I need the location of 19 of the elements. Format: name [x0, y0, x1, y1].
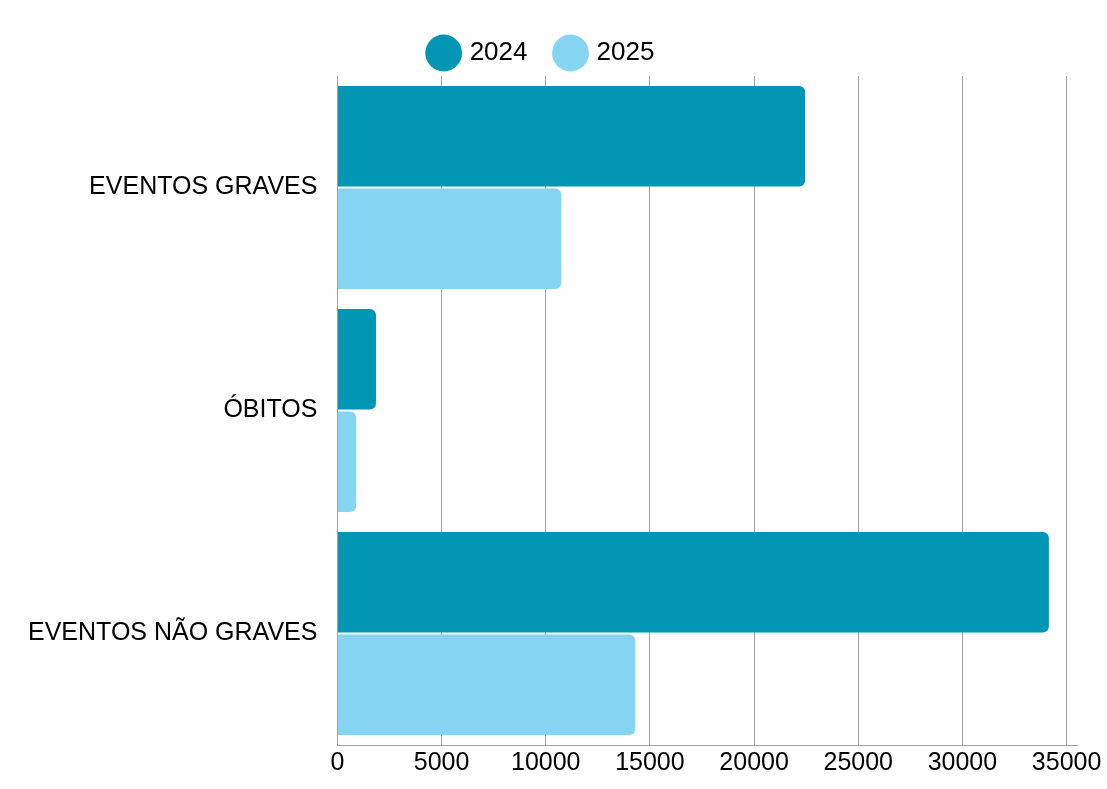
x-tick-label: 20000 — [719, 746, 789, 775]
legend-label: 2025 — [596, 36, 655, 67]
legend-label: 2024 — [469, 36, 528, 67]
y-tick-label: ÓBITOS — [223, 394, 318, 423]
x-tick-label: 15000 — [615, 746, 685, 775]
x-tick-label: 0 — [330, 746, 345, 775]
x-tick-label: 25000 — [823, 746, 894, 775]
bar — [337, 411, 357, 513]
y-tick-label: EVENTOS GRAVES — [89, 171, 318, 200]
y-tick-label: EVENTOS NÃO GRAVES — [27, 617, 318, 646]
x-tick-label: 5000 — [413, 746, 470, 775]
bar — [337, 531, 1049, 633]
x-tick-label: 35000 — [1031, 746, 1102, 775]
bar — [337, 634, 636, 736]
x-tick-label: 10000 — [510, 746, 581, 775]
bar — [337, 85, 806, 187]
x-tick-label: 30000 — [927, 746, 998, 775]
bar — [337, 188, 562, 290]
bar — [337, 308, 376, 410]
